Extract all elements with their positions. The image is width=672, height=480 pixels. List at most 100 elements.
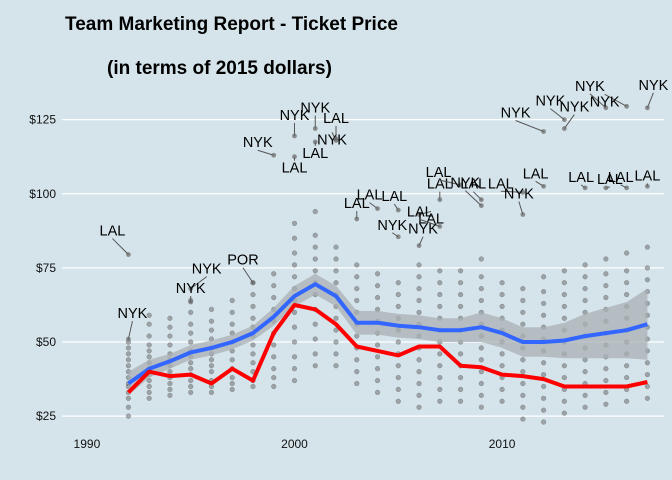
data-point	[540, 300, 547, 307]
chart-subtitle: (in terms of 2015 dollars)	[107, 58, 332, 79]
data-point	[478, 345, 484, 351]
data-point	[457, 268, 464, 274]
point-label: NYK	[280, 108, 310, 124]
data-point	[125, 363, 132, 369]
data-point	[582, 369, 588, 375]
data-point	[395, 339, 401, 345]
data-point	[582, 262, 588, 268]
labeled-point	[561, 126, 567, 131]
data-point	[167, 369, 173, 375]
tick-labels: $25 $50 $75 $100 $125 1990 2000 2010	[29, 113, 515, 451]
data-point	[291, 235, 298, 241]
data-point	[188, 321, 194, 327]
data-point	[125, 395, 132, 402]
point-label: LAL	[100, 224, 126, 240]
median-line	[126, 303, 648, 394]
data-point	[291, 377, 298, 384]
data-point	[457, 280, 464, 286]
data-point	[188, 309, 194, 316]
leader-line	[419, 218, 440, 227]
data-point	[603, 294, 609, 301]
data-point	[271, 271, 277, 277]
data-point	[416, 380, 422, 387]
data-point	[374, 354, 381, 360]
labeled-point	[292, 133, 297, 139]
data-point	[271, 283, 277, 289]
data-point	[374, 283, 381, 289]
data-point	[354, 274, 360, 280]
data-point	[333, 327, 339, 333]
data-point	[520, 309, 526, 316]
data-point	[437, 303, 443, 310]
data-point	[291, 324, 298, 330]
leader-line	[127, 320, 133, 340]
point-label: NYK	[501, 106, 531, 122]
data-point	[603, 377, 609, 384]
data-point	[561, 303, 568, 310]
data-point	[582, 404, 588, 410]
point-label: LAL	[381, 189, 407, 205]
data-point	[312, 232, 318, 238]
data-point	[603, 366, 609, 372]
data-point	[540, 288, 547, 295]
data-point	[374, 342, 381, 348]
y-tick-label: $75	[36, 261, 56, 275]
point-label: POR	[227, 253, 258, 269]
data-point	[603, 283, 609, 289]
chart-title: Team Marketing Report - Ticket Price	[65, 14, 398, 35]
data-point	[229, 357, 235, 363]
data-point	[354, 285, 360, 292]
data-point	[437, 374, 443, 381]
data-point	[291, 354, 298, 360]
data-point	[623, 268, 630, 274]
data-point	[437, 351, 443, 357]
labeled-point	[582, 185, 588, 191]
data-point	[623, 291, 630, 298]
labeled-point	[312, 126, 318, 131]
data-point	[271, 294, 277, 301]
leader-line	[190, 276, 208, 290]
data-point	[188, 366, 194, 372]
point-label: NYK	[176, 281, 206, 297]
labeled-point	[292, 154, 297, 160]
data-point	[478, 404, 484, 410]
data-point	[582, 297, 588, 304]
data-point	[499, 398, 505, 404]
labeled-point	[520, 189, 526, 195]
data-point	[437, 291, 443, 298]
data-point	[125, 404, 132, 410]
labeled-point	[541, 183, 546, 189]
data-point	[354, 369, 360, 375]
data-point	[561, 280, 568, 286]
data-point	[395, 280, 401, 286]
data-point	[582, 274, 588, 280]
leader-line	[438, 179, 461, 186]
y-tick-label: $125	[29, 113, 56, 127]
leader-line	[500, 190, 523, 193]
labeled-point	[561, 117, 567, 123]
data-point	[520, 380, 526, 387]
leader-line	[604, 93, 627, 107]
data-point	[603, 256, 609, 262]
data-point	[188, 339, 194, 345]
data-point	[457, 351, 464, 357]
data-point	[291, 366, 298, 372]
data-point	[229, 374, 235, 381]
x-tick-label: 1990	[74, 437, 101, 451]
data-point	[229, 321, 235, 327]
data-point	[437, 398, 443, 404]
data-point	[188, 377, 194, 384]
data-point	[291, 309, 298, 316]
data-point	[167, 324, 173, 330]
data-point	[416, 309, 422, 316]
data-point	[312, 351, 318, 357]
data-point	[395, 386, 401, 393]
point-label: NYK	[590, 94, 620, 110]
data-point	[478, 392, 484, 399]
data-point	[250, 383, 256, 390]
data-point	[540, 383, 547, 390]
data-point	[167, 333, 173, 339]
y-tick-label: $25	[36, 409, 56, 423]
data-point	[478, 256, 484, 262]
